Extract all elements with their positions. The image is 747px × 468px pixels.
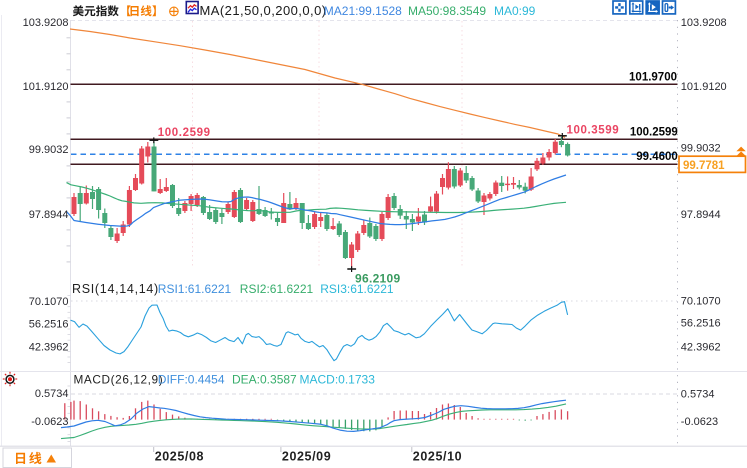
svg-text:97.8944: 97.8944: [681, 209, 721, 221]
svg-text:MA(21,50,0,200,0,0): MA(21,50,0,200,0,0): [200, 3, 327, 18]
svg-text:99.9032: 99.9032: [29, 144, 69, 156]
svg-text:0.5734: 0.5734: [35, 388, 69, 400]
svg-text:103.9208: 103.9208: [23, 17, 69, 29]
svg-text:2025/08: 2025/08: [155, 450, 204, 464]
svg-text:70.1070: 70.1070: [29, 296, 69, 308]
svg-text:99.7781: 99.7781: [683, 160, 725, 172]
svg-text:99.4600: 99.4600: [636, 151, 678, 163]
svg-text:103.9208: 103.9208: [681, 17, 727, 29]
svg-text:99.9032: 99.9032: [681, 143, 721, 155]
svg-text:56.2516: 56.2516: [29, 318, 69, 330]
svg-text:96.2109: 96.2109: [355, 271, 401, 285]
svg-text:MA21:99.1528: MA21:99.1528: [324, 4, 402, 18]
svg-text:MACD(26,12,9): MACD(26,12,9): [74, 373, 164, 387]
svg-text:MA50:98.3549: MA50:98.3549: [408, 4, 486, 18]
svg-text:RSI3:61.6221: RSI3:61.6221: [320, 282, 394, 296]
svg-text:2025/09: 2025/09: [282, 450, 331, 464]
svg-text:100.2599: 100.2599: [158, 127, 211, 139]
svg-text:101.9120: 101.9120: [23, 81, 69, 93]
svg-text:DEA:0.3587: DEA:0.3587: [232, 373, 297, 387]
svg-text:100.2599: 100.2599: [630, 127, 678, 139]
svg-text:70.1070: 70.1070: [681, 295, 721, 307]
svg-text:RSI2:61.6221: RSI2:61.6221: [240, 282, 314, 296]
svg-text:RSI1:61.6221: RSI1:61.6221: [158, 282, 232, 296]
svg-text:42.3962: 42.3962: [681, 342, 721, 354]
svg-text:2025/10: 2025/10: [413, 450, 462, 464]
svg-text:101.9700: 101.9700: [629, 71, 677, 83]
svg-text:97.8944: 97.8944: [29, 209, 69, 221]
svg-text:42.3962: 42.3962: [29, 342, 69, 354]
svg-text:100.3599: 100.3599: [567, 124, 620, 136]
svg-text:-0.0623: -0.0623: [681, 416, 718, 428]
svg-text:101.9120: 101.9120: [681, 81, 727, 93]
svg-text:MA0:99: MA0:99: [494, 4, 536, 18]
svg-text:0.5734: 0.5734: [681, 389, 715, 401]
svg-text:MACD:0.1733: MACD:0.1733: [300, 373, 376, 387]
svg-text:RSI(14,14,14): RSI(14,14,14): [72, 282, 159, 296]
svg-text:56.2516: 56.2516: [681, 317, 721, 329]
svg-text:-0.0623: -0.0623: [31, 416, 68, 428]
svg-text:DIFF:0.4454: DIFF:0.4454: [158, 373, 225, 387]
